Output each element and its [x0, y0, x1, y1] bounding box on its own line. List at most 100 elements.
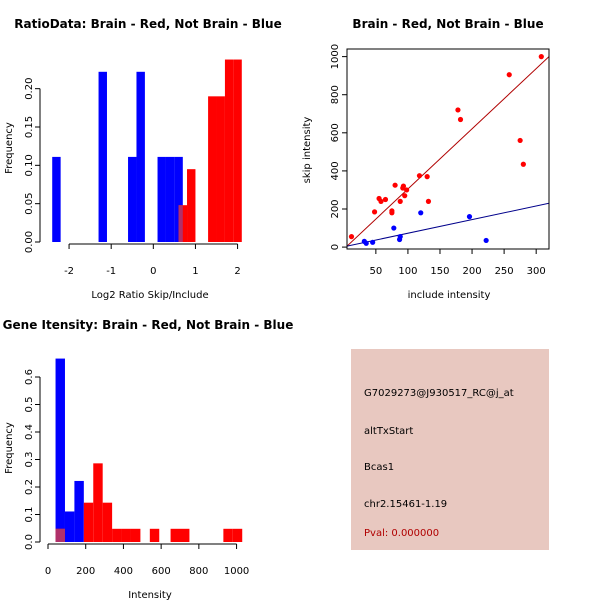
ratio-chart-title: RatioData: Brain - Red, Not Brain - Blue — [14, 17, 281, 31]
scatter-y-tick-label: 400 — [330, 161, 341, 180]
gene-bar-brain-3 — [102, 502, 113, 542]
gene-bar-brain-9 — [180, 528, 190, 542]
ratio-x-axis-label: Log2 Ratio Skip/Include — [91, 290, 208, 301]
ratio-bar-not-brain-5 — [165, 156, 175, 242]
ratio-bar-not-brain-3 — [136, 71, 145, 242]
scatter-point-brain — [378, 198, 384, 204]
ratio-y-tick-label: 0.00 — [24, 231, 35, 253]
scatter-point-brain — [348, 234, 355, 240]
ratio-bar-brain-5 — [233, 59, 242, 243]
scatter-axes: 50 100 150 200 250 300 0 200 400 600 800 1000 — [330, 44, 550, 277]
ratio-bar-brain-4 — [224, 59, 234, 243]
location-text: chr2.15461-1.19 — [364, 499, 447, 510]
scatter-point-brain — [538, 54, 544, 60]
scatter-point-brain — [416, 173, 423, 179]
scatter-point-brain — [400, 183, 407, 189]
scatter-x-tick-label: 250 — [495, 266, 514, 277]
info-panel-background — [351, 349, 549, 550]
scatter-point-brain — [392, 182, 398, 188]
gene-bar-brain-1 — [83, 502, 94, 542]
ratio-x-tick-label: -2 — [64, 266, 74, 277]
scatter-point-brain — [371, 209, 378, 215]
gene-y-tick-label: 0.1 — [24, 507, 35, 523]
gene-x-tick-label: 0 — [45, 566, 51, 577]
gene-y-tick-label: 0.4 — [24, 424, 35, 440]
ratio-y-tick-label: 0.15 — [24, 116, 35, 138]
gene-bar-not-brain-1 — [64, 511, 75, 542]
ratio-x-tick-label: 1 — [192, 266, 198, 277]
scatter-point-brain — [520, 161, 526, 167]
gene-y-tick-label: 0.0 — [24, 534, 35, 550]
gene-x-tick-label: 200 — [76, 566, 95, 577]
gene-axes: 0.0 0.1 0.2 0.3 0.4 0.5 0.6 0 200 400 600 800 1000 — [24, 369, 249, 577]
gene-y-tick-label: 0.2 — [24, 479, 35, 495]
ratio-bar-not-brain-4 — [157, 156, 166, 242]
ratio-bar-not-brain-1 — [98, 71, 107, 242]
ratio-bar-brain-1 — [187, 169, 196, 242]
gene-bar-brain-7 — [149, 528, 160, 542]
fit-line-not-brain — [347, 202, 549, 247]
scatter-point-brain — [382, 196, 389, 203]
scatter-point-not-brain — [483, 237, 489, 244]
scatter-x-axis-label: include intensity — [408, 290, 491, 301]
scatter-point-not-brain — [370, 239, 376, 245]
probe-id-text: G7029273@J930517_RC@j_at — [364, 388, 514, 399]
gene-bars — [55, 358, 243, 542]
scatter-point-not-brain — [363, 240, 369, 246]
scatter-x-tick-label: 50 — [369, 266, 382, 277]
gene-name-text: Bcas1 — [364, 462, 394, 473]
ratio-x-tick-label: -1 — [106, 266, 116, 277]
ratio-y-tick-label: 0.20 — [24, 78, 35, 100]
ratio-axes: 0.00 0.05 0.10 0.15 0.20 -2 -1 0 1 2 — [24, 78, 241, 277]
gene-bar-brain-4 — [112, 528, 122, 542]
gene-bar-brain-11 — [232, 528, 243, 542]
scatter-y-tick-label: 800 — [330, 85, 341, 104]
ratio-y-tick-label: 0.10 — [24, 154, 35, 176]
event-type-text: altTxStart — [364, 426, 413, 437]
gene-y-tick-label: 0.6 — [24, 369, 35, 385]
gene-x-tick-label: 1000 — [224, 566, 249, 577]
gene-bar-overlap — [55, 528, 65, 542]
ratio-bar-brain-2 — [208, 96, 217, 242]
scatter-x-tick-label: 100 — [398, 266, 417, 277]
gene-intensity-histogram-panel: Gene Itensity: Brain - Red, Not Brain - … — [3, 318, 294, 600]
scatter-point-brain — [425, 198, 432, 204]
scatter-point-not-brain — [466, 214, 473, 220]
scatter-point-brain — [517, 137, 523, 144]
ratio-bar-not-brain-0 — [52, 156, 61, 242]
fit-line-brain — [347, 56, 549, 247]
scatter-y-tick-label: 200 — [330, 199, 341, 218]
ratio-y-tick-label: 0.05 — [24, 193, 35, 215]
ratio-bar-not-brain-6 — [174, 156, 183, 242]
ratio-x-tick-label: 2 — [234, 266, 240, 277]
scatter-point-brain — [457, 116, 464, 123]
ratio-y-axis-label: Frequency — [4, 122, 15, 174]
gene-bar-brain-2 — [93, 463, 103, 542]
scatter-point-not-brain — [397, 234, 403, 240]
scatter-point-brain — [402, 193, 408, 199]
gene-bar-brain-5 — [121, 528, 131, 542]
gene-x-tick-label: 400 — [114, 566, 133, 577]
scatter-plot-frame — [346, 48, 550, 250]
gene-bar-brain-10 — [223, 528, 233, 542]
gene-chart-title: Gene Itensity: Brain - Red, Not Brain - … — [3, 318, 294, 332]
gene-y-tick-label: 0.3 — [24, 452, 35, 468]
scatter-x-tick-label: 300 — [527, 266, 546, 277]
gene-x-tick-label: 600 — [152, 566, 171, 577]
info-panel: G7029273@J930517_RC@j_at altTxStart Bcas… — [351, 349, 549, 550]
gene-bar-not-brain-0 — [55, 358, 65, 542]
scatter-point-brain — [506, 72, 512, 78]
gene-bar-brain-8 — [170, 528, 180, 542]
scatter-point-not-brain — [418, 210, 424, 216]
scatter-point-brain — [404, 187, 410, 193]
gene-x-axis-label: Intensity — [128, 590, 172, 600]
scatter-point-not-brain — [391, 225, 397, 231]
intensity-scatter-panel: Brain - Red, Not Brain - Blue include in… — [302, 17, 550, 301]
scatter-plot-area — [347, 54, 549, 247]
ratio-bar-brain-3 — [216, 96, 225, 242]
ratio-bar-overlap — [178, 205, 183, 242]
ratio-x-tick-label: 0 — [150, 266, 156, 277]
ratio-bars — [52, 59, 242, 243]
scatter-y-axis-label: skip intensity — [302, 117, 313, 184]
ratio-histogram-panel: RatioData: Brain - Red, Not Brain - Blue… — [4, 17, 282, 301]
